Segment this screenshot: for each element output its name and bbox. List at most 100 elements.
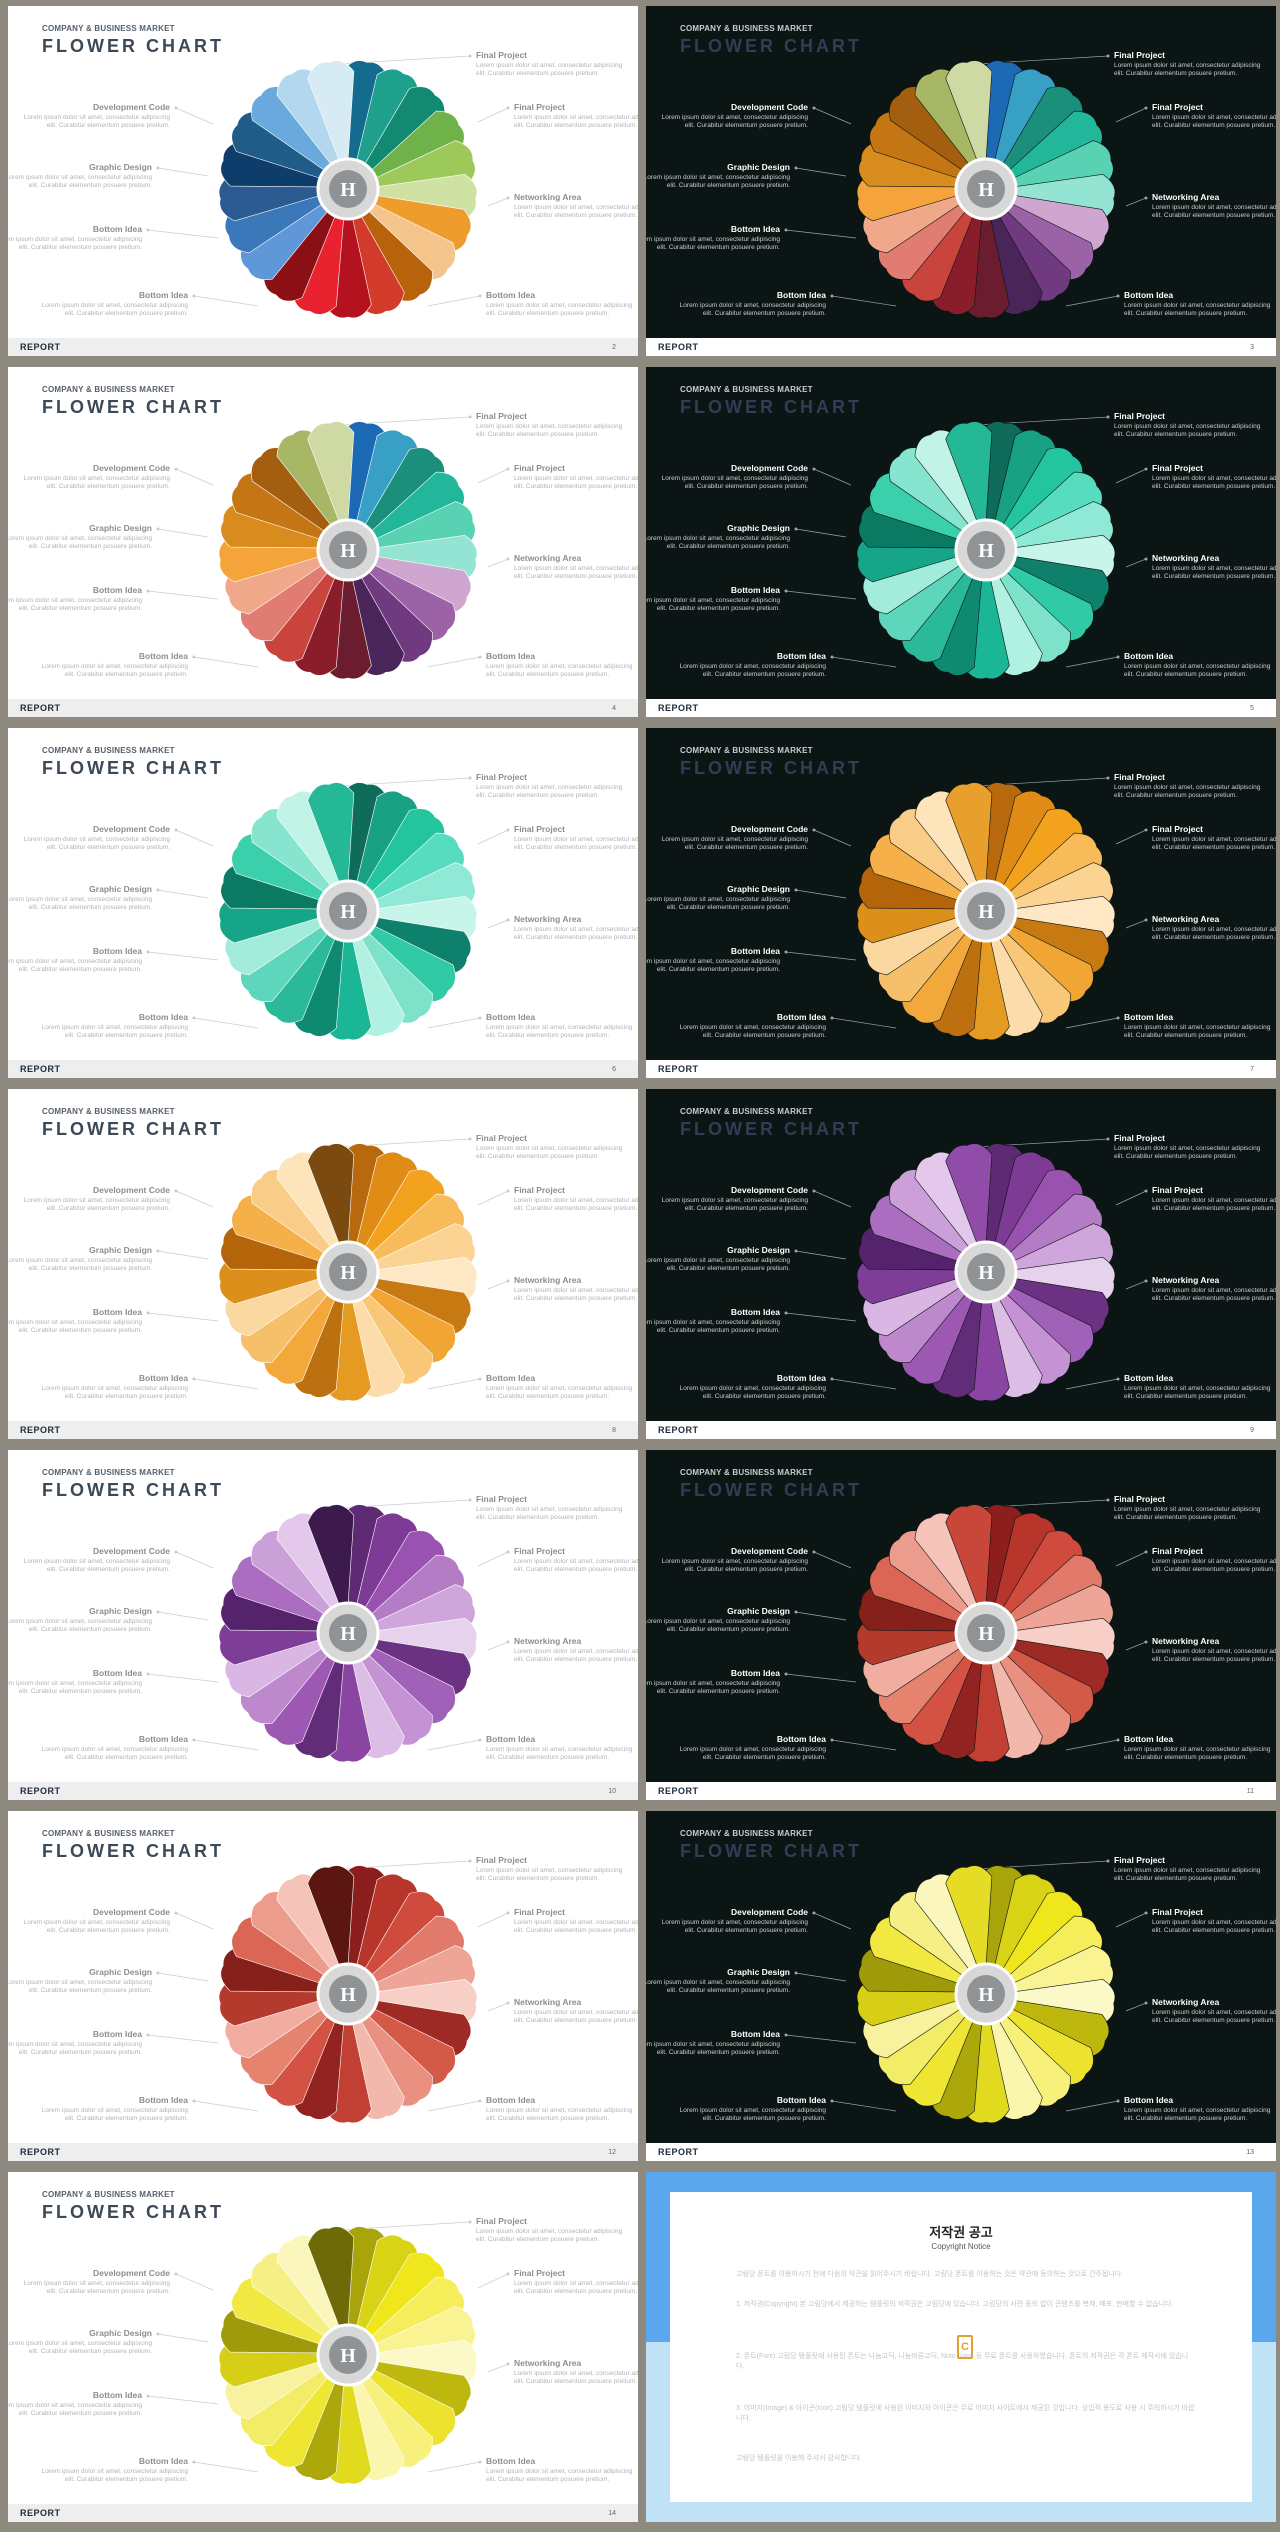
- connector-dot: [830, 1377, 834, 1381]
- flower-chart-slide: COMPANY & BUSINESS MARKET FLOWER CHART H Fi…: [646, 1450, 1276, 1800]
- label-title: Development Code: [93, 1546, 170, 1556]
- center-letter: H: [978, 901, 994, 923]
- label-title: Bottom Idea: [92, 2029, 142, 2039]
- footer-bar: [646, 338, 1276, 356]
- connector-dot: [174, 1911, 178, 1915]
- label-graphic-design: Graphic Design Lorem ipsum dolor sit amet…: [646, 1967, 790, 1995]
- label-body: Lorem ipsum dolor sit amet, consectetur …: [41, 2107, 188, 2122]
- label-title: Final Project: [1114, 1133, 1166, 1143]
- center-letter: H: [978, 1262, 994, 1284]
- label-title: Networking Area: [1152, 1275, 1220, 1285]
- label-graphic-design: Graphic Design Lorem ipsum dolor sit amet…: [646, 162, 790, 190]
- connector-line: [487, 919, 509, 929]
- label-title: Graphic Design: [727, 1967, 790, 1977]
- label-final-project-2: Final Project Lorem ipsum dolor sit amet,…: [1152, 824, 1276, 852]
- label-body: Lorem ipsum dolor sit amet, consectetur …: [1152, 926, 1276, 941]
- label-body: Lorem ipsum dolor sit amet, consectetur …: [1152, 1287, 1276, 1302]
- label-title: Bottom Idea: [730, 224, 780, 234]
- connector-dot: [812, 106, 816, 110]
- label-final-project-1: Final Project Lorem ipsum dolor sit amet,…: [1114, 1133, 1264, 1161]
- connector-line: [795, 528, 847, 538]
- label-body: Lorem ipsum dolor sit amet, consectetur …: [646, 174, 790, 189]
- label-title: Final Project: [1152, 463, 1204, 473]
- label-title: Graphic Design: [727, 1606, 790, 1616]
- footer-label: REPORT: [658, 2147, 699, 2157]
- connector-dot: [192, 2460, 196, 2464]
- label-title: Final Project: [476, 772, 528, 782]
- label-final-project-1: Final Project Lorem ipsum dolor sit amet,…: [1114, 50, 1264, 78]
- flower-chart: H: [856, 60, 1116, 319]
- flower-chart: H: [218, 1143, 478, 1402]
- slide-title: FLOWER CHART: [680, 1480, 862, 1500]
- brand-logo: C: [957, 2335, 973, 2359]
- connector-dot: [784, 1672, 788, 1676]
- label-title: Development Code: [93, 102, 170, 112]
- label-body: Lorem ipsum dolor sit amet, consectetur …: [646, 1979, 790, 1994]
- center-letter: H: [340, 179, 356, 201]
- label-body: Lorem ipsum dolor sit amet, consectetur …: [514, 836, 638, 851]
- connector-dot: [506, 1550, 510, 1554]
- label-bottom-idea-left2: Bottom Idea Lorem ipsum dolor sit amet, c…: [38, 1373, 188, 1401]
- slide-title: FLOWER CHART: [42, 1841, 224, 1861]
- label-graphic-design: Graphic Design Lorem ipsum dolor sit amet…: [8, 884, 152, 912]
- connector-dot: [506, 2362, 510, 2366]
- flower-petal: [945, 60, 993, 163]
- label-final-project-1: Final Project Lorem ipsum dolor sit amet,…: [476, 1855, 626, 1883]
- connector-dot: [812, 1550, 816, 1554]
- label-body: Lorem ipsum dolor sit amet, consectetur …: [514, 1558, 638, 1573]
- notice-subtitle: Copyright Notice: [931, 2242, 991, 2251]
- footer-bar: [8, 2143, 638, 2161]
- label-body: Lorem ipsum dolor sit amet, consectetur …: [1124, 663, 1271, 678]
- connector-dot: [506, 467, 510, 471]
- center-circle: [967, 531, 1005, 569]
- flower-petal: [307, 1504, 355, 1607]
- connector-dot: [146, 2394, 150, 2398]
- slide-title: FLOWER CHART: [680, 36, 862, 56]
- flower-chart: H: [218, 1504, 478, 1763]
- connector-dot: [156, 166, 160, 170]
- label-body: Lorem ipsum dolor sit amet, consectetur …: [646, 535, 790, 550]
- connector-dot: [794, 888, 798, 892]
- label-bottom-idea-right: Bottom Idea Lorem ipsum dolor sit amet, c…: [1124, 1734, 1274, 1762]
- flower-petal: [307, 1143, 355, 1246]
- flower-chart-slide: COMPANY & BUSINESS MARKET FLOWER CHART H Fi…: [8, 2172, 638, 2522]
- notice-paragraph: 3. 이미지(Image) & 아이콘(Icon) 고림당 템플릿에 사용된 이…: [736, 2405, 1195, 2422]
- connector-line: [1125, 197, 1147, 207]
- label-title: Bottom Idea: [92, 1668, 142, 1678]
- label-networking-area: Networking Area Lorem ipsum dolor sit ame…: [514, 2358, 638, 2386]
- connector-dot: [506, 1279, 510, 1283]
- connector-dot: [146, 1311, 150, 1315]
- label-body: Lorem ipsum dolor sit amet, consectetur …: [486, 302, 633, 317]
- slide-title: FLOWER CHART: [42, 397, 224, 417]
- label-body: Lorem ipsum dolor sit amet, consectetur …: [23, 114, 170, 129]
- label-bottom-idea-left: Bottom Idea Lorem ipsum dolor sit amet, c…: [8, 224, 142, 252]
- connector-line: [147, 2395, 219, 2405]
- label-title: Final Project: [514, 1546, 566, 1556]
- connector-line: [175, 468, 214, 486]
- label-title: Bottom Idea: [138, 290, 188, 300]
- connector-dot: [156, 527, 160, 531]
- label-bottom-idea-left2: Bottom Idea Lorem ipsum dolor sit amet, c…: [676, 1734, 826, 1762]
- label-title: Graphic Design: [727, 162, 790, 172]
- center-circle: [329, 170, 367, 208]
- label-networking-area: Networking Area Lorem ipsum dolor sit ame…: [1152, 1636, 1276, 1664]
- label-title: Development Code: [93, 2268, 170, 2278]
- flower-petal: [307, 1865, 355, 1968]
- flower-chart: H: [856, 782, 1116, 1041]
- connector-dot: [794, 527, 798, 531]
- label-bottom-idea-left: Bottom Idea Lorem ipsum dolor sit amet, c…: [8, 1307, 142, 1335]
- connector-line: [147, 590, 219, 600]
- label-body: Lorem ipsum dolor sit amet, consectetur …: [514, 1197, 638, 1212]
- connector-dot: [156, 2332, 160, 2336]
- label-title: Graphic Design: [89, 2328, 152, 2338]
- label-title: Development Code: [731, 102, 808, 112]
- footer-bar: [646, 1421, 1276, 1439]
- label-body: Lorem ipsum dolor sit amet, consectetur …: [661, 1919, 808, 1934]
- label-body: Lorem ipsum dolor sit amet, consectetur …: [486, 663, 633, 678]
- label-networking-area: Networking Area Lorem ipsum dolor sit ame…: [1152, 553, 1276, 581]
- label-bottom-idea-left: Bottom Idea Lorem ipsum dolor sit amet, c…: [8, 946, 142, 974]
- slide-subtitle: COMPANY & BUSINESS MARKET: [680, 1107, 813, 1116]
- connector-line: [487, 558, 509, 568]
- label-body: Lorem ipsum dolor sit amet, consectetur …: [8, 896, 152, 911]
- connector-dot: [174, 1189, 178, 1193]
